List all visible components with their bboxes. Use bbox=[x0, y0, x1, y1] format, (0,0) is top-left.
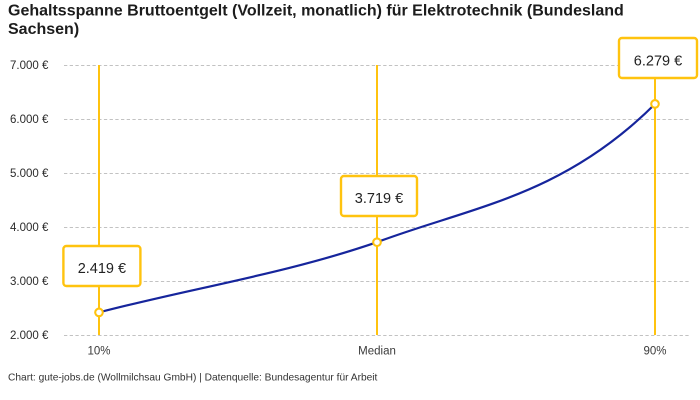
svg-text:Sachsen): Sachsen) bbox=[8, 21, 79, 38]
svg-text:10%: 10% bbox=[87, 346, 110, 358]
svg-text:3.719 €: 3.719 € bbox=[355, 191, 403, 207]
svg-text:6.279 €: 6.279 € bbox=[634, 54, 682, 70]
svg-text:7.000 €: 7.000 € bbox=[10, 60, 49, 72]
svg-text:2.419 €: 2.419 € bbox=[78, 261, 126, 277]
svg-text:90%: 90% bbox=[643, 346, 666, 358]
svg-text:Median: Median bbox=[358, 346, 396, 358]
svg-text:6.000 €: 6.000 € bbox=[10, 114, 49, 126]
svg-text:3.000 €: 3.000 € bbox=[10, 276, 49, 288]
svg-text:5.000 €: 5.000 € bbox=[10, 168, 49, 180]
svg-text:Chart: gute-jobs.de (Wollmilch: Chart: gute-jobs.de (Wollmilchsau GmbH) … bbox=[8, 373, 378, 384]
svg-text:Gehaltsspanne Bruttoentgelt (V: Gehaltsspanne Bruttoentgelt (Vollzeit, m… bbox=[8, 3, 624, 20]
svg-text:2.000 €: 2.000 € bbox=[10, 330, 49, 342]
svg-text:4.000 €: 4.000 € bbox=[10, 222, 49, 234]
